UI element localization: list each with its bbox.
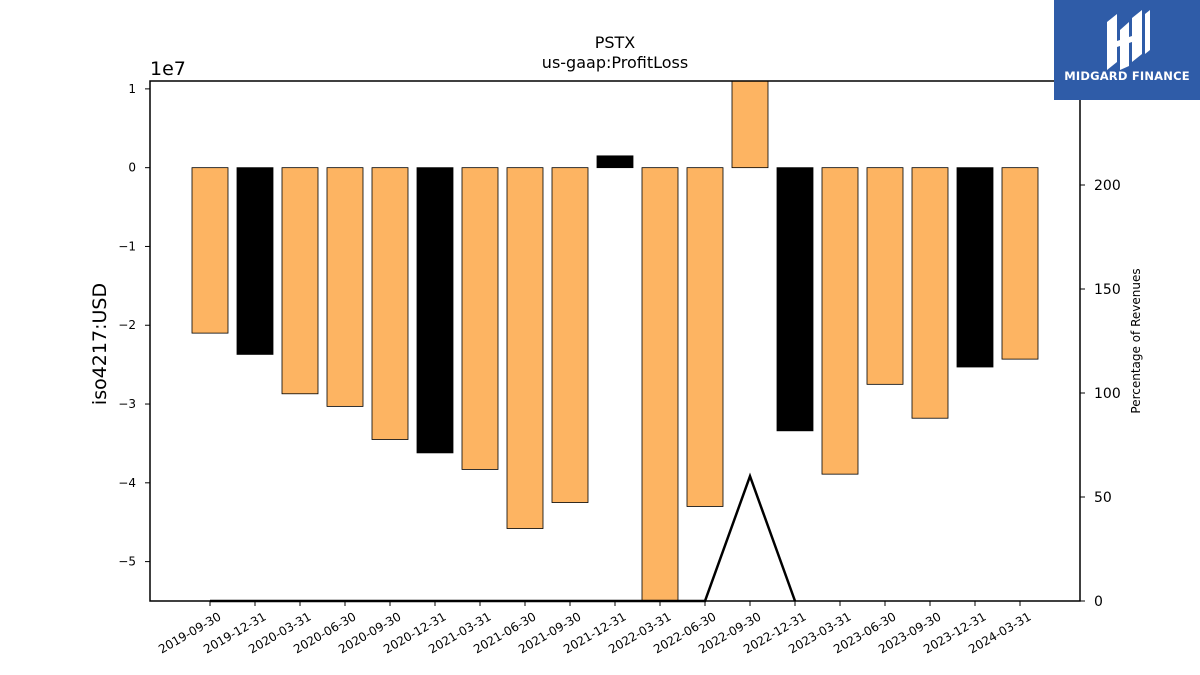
bar-2021-12-31	[596, 155, 634, 169]
y2-tick-label: 100	[1094, 386, 1121, 402]
y-offset-label: 1e7	[150, 58, 186, 80]
bar-2021-03-31	[461, 167, 499, 470]
bar-2020-12-31	[416, 167, 454, 454]
bar-2023-06-30	[866, 167, 904, 385]
y-tick-label: 1	[128, 82, 136, 96]
bar-2022-06-30	[686, 167, 724, 507]
y2-tick-label: 0	[1094, 594, 1103, 610]
bar-series	[191, 80, 1039, 602]
bar-2020-06-30	[326, 167, 364, 407]
y-tick-label: −1	[118, 239, 136, 253]
y2-tick-label: 150	[1094, 282, 1121, 298]
y-tick-label: −4	[118, 476, 136, 490]
midgard-logo: MIDGARD FINANCE	[1054, 0, 1200, 100]
bar-2023-03-31	[821, 167, 859, 475]
y2-axis-label: Percentage of Revenues	[1129, 268, 1143, 413]
y-tick-label: 0	[128, 161, 136, 175]
bar-2022-09-30	[731, 80, 769, 169]
y-tick-label: −3	[118, 397, 136, 411]
bar-2023-12-31	[956, 167, 994, 368]
bar-2021-06-30	[506, 167, 544, 529]
bar-2024-03-31	[1001, 167, 1039, 360]
logo-text: MIDGARD FINANCE	[1064, 69, 1190, 83]
bar-2020-03-31	[281, 167, 319, 395]
y2-axis: 050100150200250	[1080, 74, 1121, 610]
bar-2023-09-30	[911, 167, 949, 419]
bar-2022-03-31	[641, 167, 679, 602]
bar-2020-09-30	[371, 167, 409, 440]
y2-tick-label: 50	[1094, 490, 1112, 506]
bar-2022-12-31	[776, 167, 814, 432]
chart-subtitle: us-gaap:ProfitLoss	[542, 53, 688, 72]
bar-2021-09-30	[551, 167, 589, 503]
y-tick-label: −5	[118, 555, 136, 569]
chart-title: PSTX	[595, 33, 636, 52]
y2-tick-label: 200	[1094, 178, 1121, 194]
x-axis: 2019-09-302019-12-312020-03-312020-06-30…	[156, 601, 1034, 656]
bar-2019-09-30	[191, 167, 229, 334]
y-axis-label: iso4217:USD	[89, 283, 111, 405]
y-tick-label: −2	[118, 318, 136, 332]
midgard-logo-icon	[1107, 10, 1150, 70]
bar-2019-12-31	[236, 167, 274, 355]
y-axis: 1 0 −1 −2 −3 −4 −5	[118, 82, 150, 569]
